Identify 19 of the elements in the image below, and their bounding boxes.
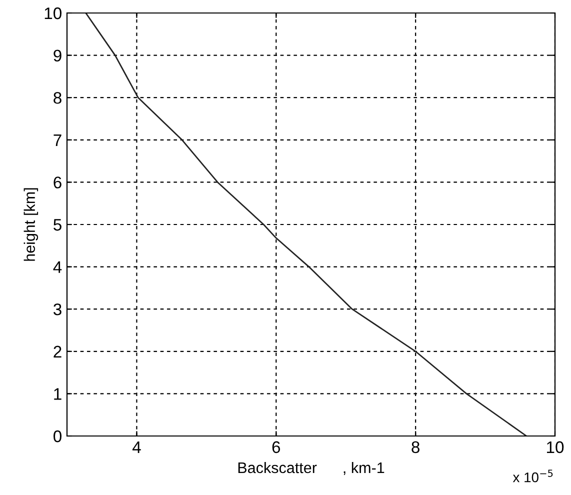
y-tick-label: 1 xyxy=(54,388,62,400)
x-axis-title: Backscatter , km-1 xyxy=(238,462,384,475)
x-tick-label: 10 xyxy=(547,441,564,454)
x-tick-label: 4 xyxy=(132,441,141,453)
x-tick-label: 8 xyxy=(412,441,420,454)
y-axis-title: height [km] xyxy=(24,188,38,261)
y-tick-label: 3 xyxy=(54,304,62,316)
y-tick-label: 2 xyxy=(54,346,62,358)
y-tick-label: 10 xyxy=(44,7,62,20)
y-tick-label: 6 xyxy=(54,176,62,188)
y-tick-label: 5 xyxy=(54,219,62,231)
line-series xyxy=(85,13,528,436)
text: x 10$^{−5}$ xyxy=(512,470,553,482)
y-tick-label: 9 xyxy=(54,50,62,62)
y-tick-label: 7 xyxy=(54,134,62,146)
x-tick-label: 6 xyxy=(272,441,280,454)
y-tick-label: 4 xyxy=(53,261,62,273)
y-tick-label: 8 xyxy=(54,92,62,104)
y-tick-label: 0 xyxy=(54,430,62,442)
